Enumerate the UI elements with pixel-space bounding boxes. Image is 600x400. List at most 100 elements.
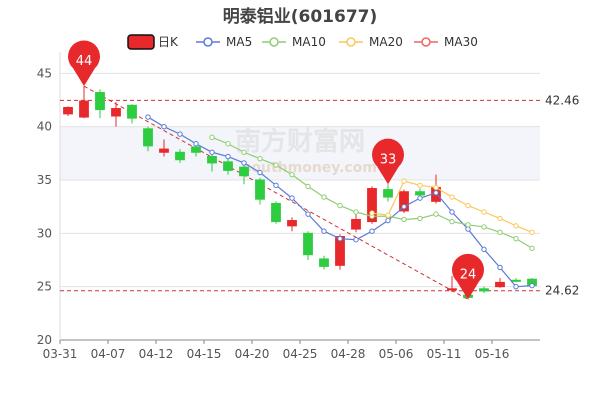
series-point bbox=[481, 209, 487, 215]
candle-body bbox=[143, 128, 153, 147]
legend-swatch-dot bbox=[269, 37, 279, 47]
candle-body bbox=[255, 179, 265, 200]
series-point bbox=[225, 141, 231, 147]
y-tick-label: 40 bbox=[37, 120, 52, 134]
legend-item-label: MA20 bbox=[369, 35, 403, 49]
candle-body bbox=[287, 220, 297, 227]
series-point bbox=[289, 171, 295, 178]
legend-swatch-dot bbox=[421, 37, 431, 47]
watermark-sub: southmoney.com bbox=[243, 160, 377, 176]
candle-body bbox=[239, 166, 249, 177]
x-tick-label: 05-06 bbox=[379, 347, 414, 361]
y-tick-label: 45 bbox=[37, 66, 52, 80]
series-line-ma20 bbox=[371, 180, 533, 233]
series-point bbox=[433, 184, 439, 191]
series-point bbox=[417, 215, 423, 222]
series-point bbox=[257, 169, 263, 176]
series-point bbox=[513, 223, 519, 229]
watermark: 南方财富网 bbox=[235, 126, 365, 157]
reference-label: 24.62 bbox=[545, 284, 579, 298]
marker-shape bbox=[451, 253, 484, 300]
candle-body bbox=[159, 148, 169, 153]
marker-label: 33 bbox=[380, 152, 397, 167]
marker-pin: 33 bbox=[372, 138, 404, 185]
series-point bbox=[273, 162, 279, 168]
series-point bbox=[305, 183, 311, 190]
candle-body bbox=[351, 218, 361, 230]
series-point bbox=[529, 282, 535, 289]
series-point bbox=[497, 264, 503, 271]
series-point bbox=[289, 195, 295, 201]
series-point bbox=[513, 235, 519, 242]
series-point bbox=[193, 141, 199, 147]
series-point bbox=[449, 218, 455, 225]
series-point bbox=[465, 202, 471, 209]
x-tick-label: 04-15 bbox=[187, 347, 222, 361]
legend-item-label: MA5 bbox=[226, 35, 252, 49]
series-point bbox=[417, 195, 423, 201]
series-point bbox=[209, 149, 215, 155]
x-tick-label: 04-12 bbox=[139, 347, 174, 361]
candle-body bbox=[127, 104, 137, 119]
candle-body bbox=[111, 108, 121, 117]
legend-item-label: MA30 bbox=[444, 35, 478, 49]
series-point bbox=[353, 209, 359, 215]
reference-label: 42.46 bbox=[545, 93, 579, 107]
series-point bbox=[481, 246, 487, 253]
candle-body bbox=[271, 202, 281, 223]
legend-item-label: 日K bbox=[158, 35, 179, 49]
series-point bbox=[353, 237, 359, 243]
y-tick-label: 20 bbox=[37, 333, 52, 347]
series-point bbox=[241, 160, 247, 166]
series-point bbox=[417, 182, 423, 189]
candle-body bbox=[175, 151, 185, 161]
series-point bbox=[369, 228, 375, 234]
marker-label: 44 bbox=[76, 54, 93, 69]
series-point bbox=[449, 209, 455, 215]
marker-label: 24 bbox=[460, 267, 477, 282]
x-tick-label: 05-11 bbox=[427, 347, 462, 361]
legend-swatch-dot bbox=[203, 37, 213, 47]
series-point bbox=[401, 203, 407, 210]
trend-line bbox=[83, 85, 469, 300]
x-tick-label: 03-31 bbox=[43, 347, 78, 361]
series-point bbox=[321, 194, 327, 200]
marker-pin: 44 bbox=[68, 40, 101, 87]
series-point bbox=[161, 123, 167, 130]
x-tick-label: 04-25 bbox=[283, 347, 318, 361]
candle-body bbox=[223, 161, 233, 171]
series-point bbox=[177, 131, 183, 137]
candle-body bbox=[511, 279, 521, 282]
candle-body bbox=[447, 288, 457, 291]
candle-body bbox=[63, 106, 73, 115]
candle-body bbox=[319, 258, 329, 267]
series-point bbox=[225, 153, 231, 160]
series-point bbox=[241, 149, 247, 155]
series-point bbox=[401, 216, 407, 223]
series-point bbox=[337, 235, 343, 242]
series-point bbox=[449, 194, 455, 200]
series-point bbox=[145, 114, 151, 120]
legend-swatch-candle bbox=[127, 34, 155, 50]
series-point bbox=[209, 134, 215, 141]
candle-body bbox=[207, 156, 217, 164]
series-point bbox=[497, 229, 503, 235]
chart-title: 明泰铝业(601677) bbox=[222, 7, 378, 27]
series-point bbox=[433, 190, 439, 196]
marker-pin: 24 bbox=[451, 253, 484, 300]
y-tick-label: 25 bbox=[37, 280, 52, 294]
candle-body bbox=[95, 92, 105, 111]
candle-body bbox=[415, 191, 425, 196]
series-point bbox=[513, 283, 519, 290]
candle-body bbox=[495, 281, 505, 288]
candle-body bbox=[479, 288, 489, 292]
series-point bbox=[257, 155, 263, 162]
x-tick-label: 04-20 bbox=[235, 347, 270, 361]
series-point bbox=[321, 228, 327, 234]
y-tick-label: 35 bbox=[37, 173, 52, 187]
legend-swatch-dot bbox=[346, 37, 356, 47]
series-point bbox=[465, 222, 471, 228]
series-point bbox=[385, 212, 391, 218]
x-tick-label: 04-28 bbox=[331, 347, 366, 361]
